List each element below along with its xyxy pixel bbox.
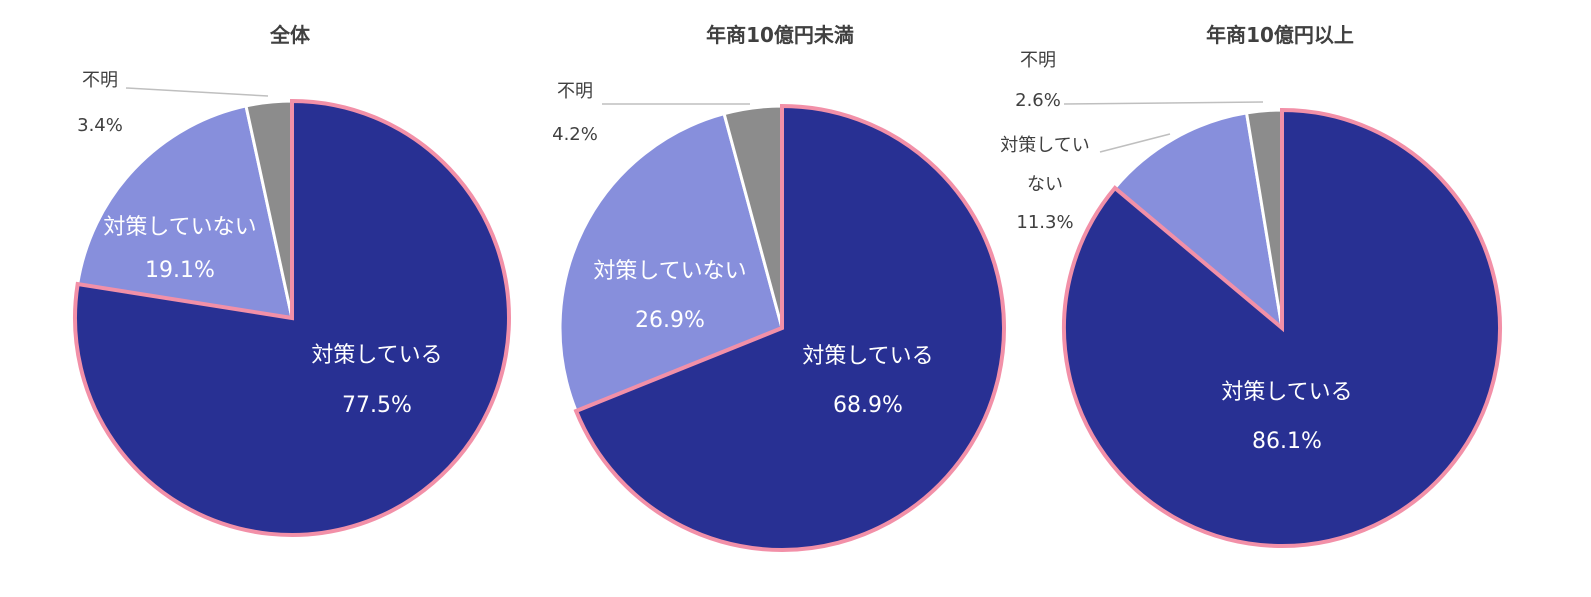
slice-label: 不明 xyxy=(557,81,593,102)
slice-highlight-outline xyxy=(573,103,1006,552)
slice-value-label: 26.9% xyxy=(635,308,705,333)
slice-value-label: 3.4% xyxy=(77,115,123,136)
pie-chart-under-1b: 年商10億円未満 不明 4.2% 対策していない 26.9% 対策している 68… xyxy=(552,23,1006,552)
slice-label: 不明 xyxy=(82,70,118,91)
slice-label: 対策している xyxy=(311,343,442,368)
chart-title: 年商10億円未満 xyxy=(706,23,854,47)
slice-label-line: 対策してい xyxy=(1000,135,1089,156)
pie-chart-over-1b: 年商10億円以上 不明 2.6% 対策してい ない 11.3% 対策している 8… xyxy=(1000,23,1502,548)
slice-label-line: ない xyxy=(1027,174,1063,195)
leader-line xyxy=(125,87,269,97)
pie-slice xyxy=(1113,111,1284,330)
chart-title: 全体 xyxy=(269,23,311,47)
slice-value-label: 19.1% xyxy=(145,258,215,283)
slice-value-label: 2.6% xyxy=(1015,90,1061,111)
slice-label: 不明 xyxy=(1020,50,1056,71)
pie-chart-all: 全体 不明 3.4% 対策していない 19.1% 対策している 77.5% xyxy=(73,23,511,537)
slice-highlight-outline xyxy=(1062,107,1502,548)
slice-label: 対策していない xyxy=(593,259,746,284)
slice-value-label: 4.2% xyxy=(552,124,598,145)
chart-title: 年商10億円以上 xyxy=(1206,23,1354,47)
slice-value-label: 86.1% xyxy=(1252,429,1322,454)
slice-label: 対策している xyxy=(1221,380,1352,405)
slice-label: 対策している xyxy=(802,344,933,369)
slice-value-label: 68.9% xyxy=(833,393,903,418)
pie-slice xyxy=(76,104,294,320)
slice-label: 対策していない xyxy=(103,215,256,240)
slice-value-label: 77.5% xyxy=(342,393,412,418)
pie-slice xyxy=(558,112,784,413)
leader-line xyxy=(1099,133,1171,153)
leader-line xyxy=(1063,101,1264,105)
slice-highlight-outline xyxy=(73,98,511,537)
slice-value-label: 11.3% xyxy=(1016,212,1073,233)
